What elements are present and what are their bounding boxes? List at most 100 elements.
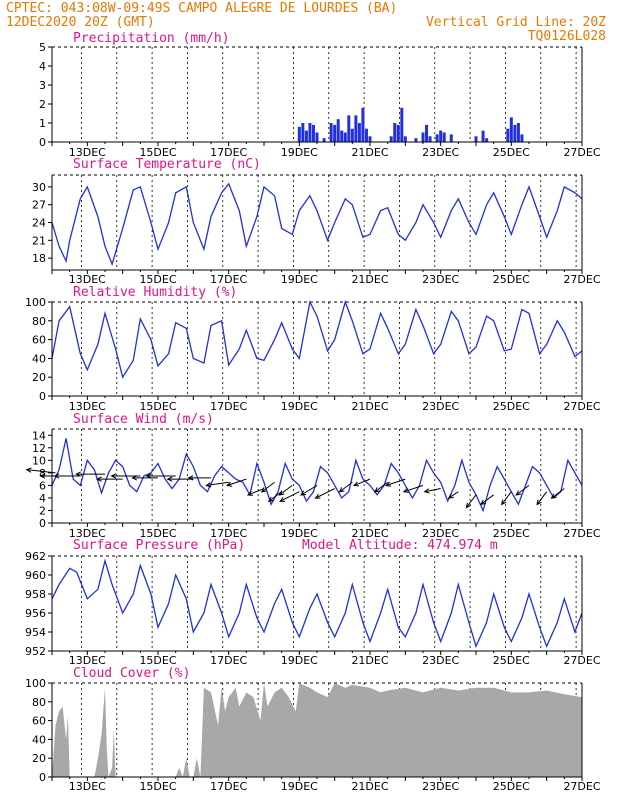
cloud-ytick-label: 100 <box>25 677 46 690</box>
wind-arrow-head <box>53 473 60 479</box>
wind-ytick-label: 8 <box>39 467 46 480</box>
pressure-xtick-label: 27DEC <box>563 654 600 667</box>
header-model: TQ0126L028 <box>528 29 606 44</box>
precip-xtick-label: 21DEC <box>351 146 388 159</box>
precip-bar <box>329 123 333 142</box>
precip-bar <box>396 124 400 142</box>
wind-arrow-head <box>550 493 557 499</box>
precip-bar <box>354 115 358 142</box>
wind-xtick-label: 21DEC <box>351 527 388 540</box>
precip-bar <box>509 117 513 142</box>
wind-arrow-head <box>75 471 81 477</box>
precip-bar <box>322 138 326 142</box>
precip-xtick-label: 17DEC <box>210 146 247 159</box>
wind-arrow-shaft <box>268 491 282 502</box>
precip-bar <box>336 119 340 142</box>
rh-ytick-label: 100 <box>25 296 46 309</box>
wind-arrow-head <box>110 473 117 479</box>
wind-arrow-shaft <box>403 484 424 493</box>
wind-arrow-head <box>515 490 522 496</box>
cloud-title: Cloud Cover (%) <box>73 666 190 681</box>
wind-arrow-shaft <box>480 494 494 505</box>
wind-arrow-shaft <box>279 491 300 502</box>
precip-bar <box>414 138 418 142</box>
rh-title: Relative Humidity (%) <box>73 285 237 300</box>
pressure-xtick-label: 17DEC <box>210 654 247 667</box>
precip-ytick-label: 5 <box>39 41 46 54</box>
temp-series-line <box>51 182 583 267</box>
precip-bar <box>439 130 443 142</box>
cloud-xtick-label: 23DEC <box>422 780 459 793</box>
precip-bar <box>393 123 397 142</box>
precip-bar <box>506 128 510 142</box>
wind-ytick-label: 12 <box>32 442 46 455</box>
wind-arrow-head <box>95 476 102 482</box>
rh-xtick-label: 13DEC <box>69 400 106 413</box>
wind-arrow-head <box>226 481 233 487</box>
pressure-ytick-label: 954 <box>25 626 46 639</box>
cloud-xtick-label: 21DEC <box>351 780 388 793</box>
precip-bar <box>481 130 485 142</box>
precip-xtick-label: 19DEC <box>281 146 318 159</box>
temp-ytick-label: 24 <box>32 217 46 230</box>
wind-arrow-head <box>39 473 46 479</box>
precip-bar <box>421 132 425 142</box>
precip-bar <box>340 130 344 142</box>
wind-arrow-head <box>145 473 152 479</box>
wind-arrow-shaft <box>279 484 293 496</box>
precip-xtick-label: 25DEC <box>493 146 530 159</box>
rh-xtick-label: 15DEC <box>139 400 176 413</box>
precip-ytick-label: 2 <box>39 98 46 111</box>
precip-bar <box>364 128 368 142</box>
precip-bar <box>333 124 337 142</box>
cloud-ytick-label: 0 <box>39 771 46 784</box>
rh-xtick-label: 23DEC <box>422 400 459 413</box>
temp-xtick-label: 21DEC <box>351 273 388 286</box>
precip-bar <box>425 124 429 142</box>
precip-bar <box>428 136 432 142</box>
precip-ytick-label: 1 <box>39 117 46 130</box>
wind-ytick-label: 2 <box>39 504 46 517</box>
precip-title: Precipitation (mm/h) <box>73 31 230 46</box>
cloud-ytick-label: 40 <box>32 733 46 746</box>
wind-arrow-head <box>423 488 430 494</box>
temp-xtick-label: 13DEC <box>69 273 106 286</box>
wind-arrow-shaft <box>315 488 335 499</box>
wind-arrow-shaft <box>448 491 459 499</box>
wind-arrow-head <box>479 499 486 506</box>
wind-arrow-head <box>260 487 267 493</box>
pressure-title: Surface Pressure (hPa) <box>73 538 245 553</box>
precip-xtick-label: 15DEC <box>139 146 176 159</box>
precip-bar <box>315 132 319 142</box>
pressure-xtick-label: 25DEC <box>493 654 530 667</box>
wind-arrow-shaft <box>385 478 406 487</box>
wind-arrow-head <box>536 499 542 506</box>
precip-ytick-label: 4 <box>39 60 46 73</box>
pressure-ytick-label: 952 <box>25 645 46 658</box>
wind-arrow-head <box>501 499 507 506</box>
wind-arrow-head <box>352 481 360 487</box>
temp-ytick-label: 27 <box>32 199 46 212</box>
temp-xtick-label: 17DEC <box>210 273 247 286</box>
pressure-series-line <box>51 558 583 649</box>
temp-ytick-label: 21 <box>32 234 46 247</box>
wind-arrow-shaft <box>551 488 565 499</box>
precip-ytick-label: 0 <box>39 136 46 149</box>
rh-xtick-label: 27DEC <box>563 400 600 413</box>
wind-arrow-shaft <box>501 491 512 505</box>
wind-arrow-head <box>373 487 380 493</box>
precip-bar <box>435 134 439 142</box>
precip-bar <box>308 123 312 142</box>
pressure-xtick-label: 19DEC <box>281 654 318 667</box>
wind-xtick-label: 15DEC <box>139 527 176 540</box>
rh-ytick-label: 80 <box>32 315 46 328</box>
precip-bar <box>403 136 407 142</box>
precip-bar <box>368 136 372 142</box>
temp-xtick-label: 23DEC <box>422 273 459 286</box>
wind-arrow-head <box>205 482 212 488</box>
rh-ytick-label: 40 <box>32 352 46 365</box>
rh-ytick-label: 20 <box>32 371 46 384</box>
precip-bar <box>485 138 489 142</box>
wind-xtick-label: 25DEC <box>493 527 530 540</box>
